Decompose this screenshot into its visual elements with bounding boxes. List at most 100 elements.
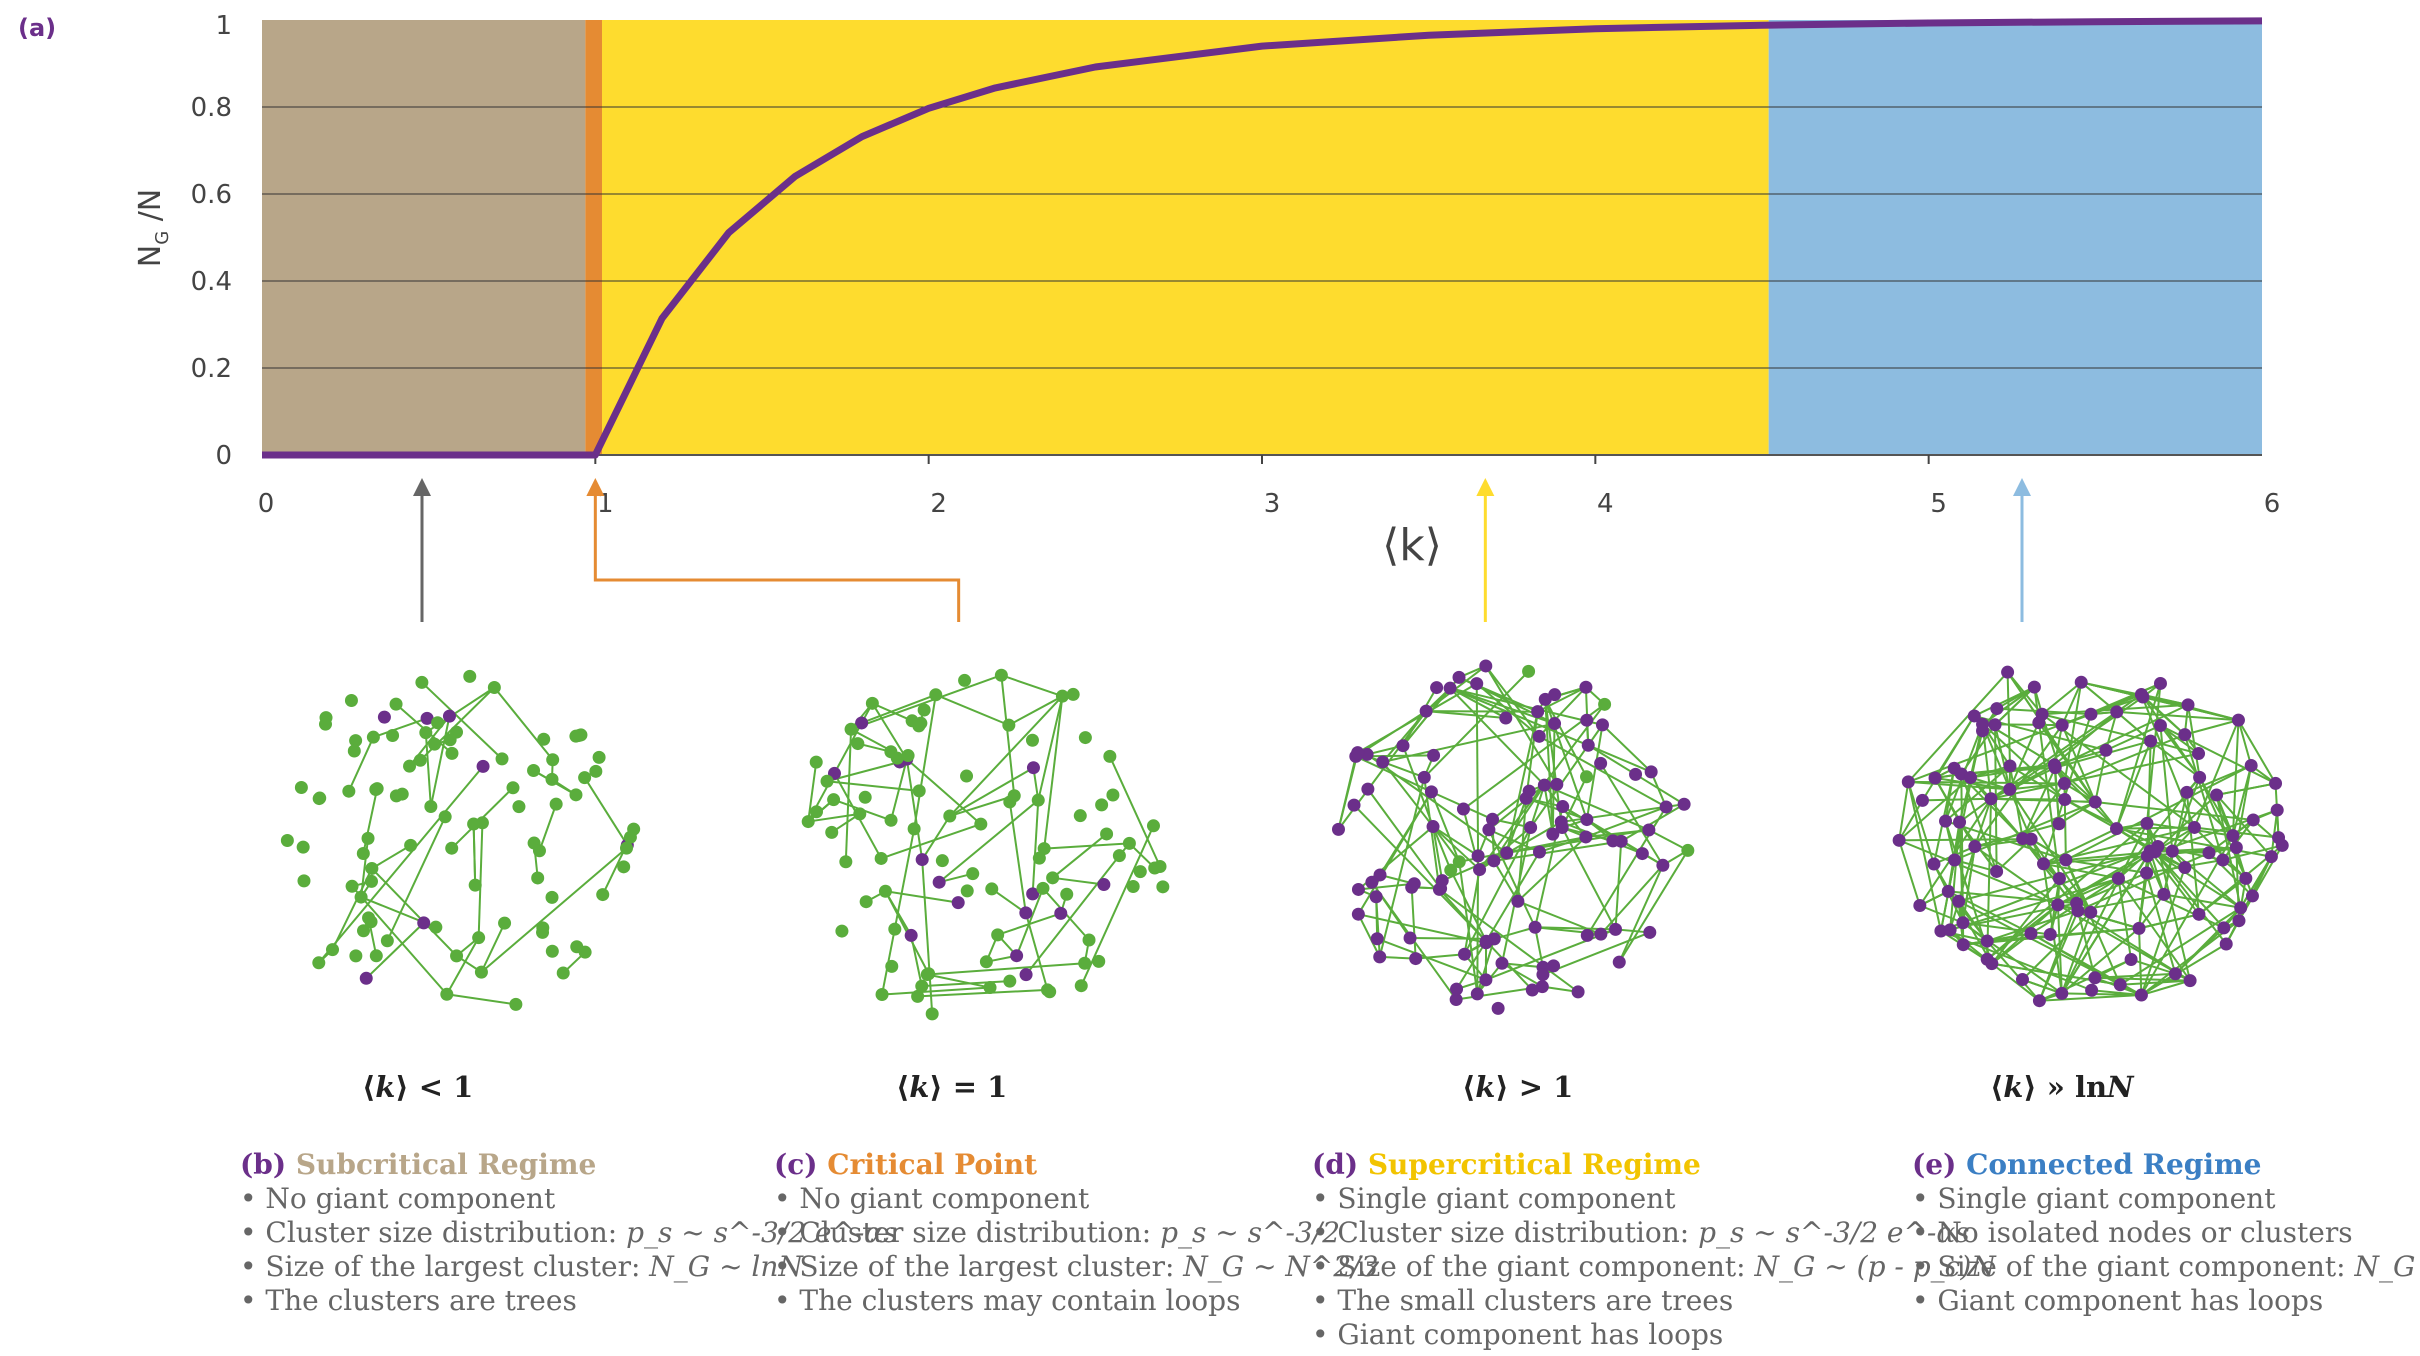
x-tick-label: 0 — [258, 489, 275, 519]
network-node — [2047, 758, 2061, 772]
network-edge — [2119, 906, 2242, 986]
network-node — [512, 800, 526, 814]
network-node — [620, 841, 634, 855]
network-node — [2232, 914, 2246, 928]
formula: N_G = N — [2354, 1250, 2420, 1283]
condition-subcritical: ⟨k⟩ < 1 — [362, 1070, 474, 1104]
network-node — [1082, 933, 1096, 947]
network-edge — [2117, 878, 2133, 960]
network-edge — [2061, 681, 2083, 726]
y-tick-label: 0.8 — [191, 93, 232, 123]
network-edge — [1402, 745, 1434, 827]
network-node — [1968, 840, 1982, 854]
network-node — [2085, 983, 2099, 997]
network-edge — [2140, 693, 2186, 736]
network-node — [569, 788, 583, 802]
network-node — [929, 688, 943, 702]
network-node — [2055, 986, 2069, 1000]
network-edge — [2041, 681, 2082, 716]
network-node — [1976, 717, 1990, 731]
network-node — [463, 669, 477, 683]
network-edge — [1052, 876, 1104, 886]
network-edge — [2022, 978, 2063, 995]
region-subcritical — [262, 20, 586, 455]
network-node — [851, 737, 865, 751]
network-edge — [2140, 943, 2227, 996]
network-node — [2157, 887, 2171, 901]
network-edge — [1358, 913, 1487, 944]
network-edge — [1922, 797, 1992, 802]
network-node — [2043, 927, 2057, 941]
network-node — [2229, 840, 2243, 854]
network-edge — [2041, 713, 2151, 743]
network-node — [1985, 957, 1999, 971]
network-edge — [2021, 767, 2057, 839]
network-edge — [913, 694, 937, 830]
network-node — [2110, 822, 2124, 836]
network-edge — [2154, 851, 2228, 945]
network-edge — [2038, 902, 2078, 1002]
network-edge — [1463, 827, 1532, 955]
network-edge — [2080, 681, 2239, 722]
region-supercritical — [602, 20, 1769, 455]
network-node — [569, 729, 583, 743]
network-node — [932, 875, 946, 889]
network-node — [2001, 665, 2015, 679]
network-node — [1956, 938, 1970, 952]
network-edge — [1108, 755, 1161, 867]
network-node — [467, 817, 481, 831]
network-edge — [446, 993, 517, 1006]
network-edge — [2054, 767, 2060, 824]
network-node — [537, 732, 551, 746]
network-node — [1642, 823, 1656, 837]
network-node — [1351, 746, 1365, 760]
network-node — [920, 968, 934, 982]
network-node — [859, 895, 873, 909]
network-edge — [2237, 719, 2277, 784]
network-node — [1579, 830, 1593, 844]
network-node — [2057, 776, 2071, 790]
network-edge — [949, 695, 1064, 817]
network-edge — [373, 717, 428, 739]
network-node — [417, 916, 431, 930]
network-node — [1443, 681, 1457, 695]
network-node — [1656, 858, 1670, 872]
network-node — [359, 971, 373, 985]
network-edge — [1543, 784, 1554, 835]
network-node — [344, 693, 358, 707]
network-node — [445, 841, 459, 855]
network-node — [438, 810, 452, 824]
network-node — [2192, 907, 2206, 921]
network-node — [1054, 906, 1068, 920]
network-edge — [906, 758, 982, 825]
network-node — [1479, 934, 1493, 948]
x-tick-label: 2 — [930, 489, 947, 519]
network-node — [1471, 849, 1485, 863]
network-edge — [885, 890, 959, 904]
network-edge — [1008, 801, 1027, 914]
x-axis-label: ⟨k⟩ — [1382, 520, 1442, 571]
network-node — [326, 943, 340, 957]
network-edge — [1505, 711, 1539, 854]
network-node — [1550, 777, 1564, 791]
network-node — [2052, 872, 2066, 886]
network-node — [578, 945, 592, 959]
network-node — [966, 867, 980, 881]
network-node — [943, 809, 957, 823]
network-node — [1594, 756, 1608, 770]
network-edge — [1529, 784, 1546, 828]
network-node — [2210, 788, 2224, 802]
network-edge — [477, 822, 484, 938]
network-edge — [2115, 740, 2152, 830]
network-node — [1980, 934, 1994, 948]
network-node — [1361, 782, 1375, 796]
network-edge — [2138, 893, 2165, 929]
network-node — [1073, 809, 1087, 823]
network-node — [839, 855, 853, 869]
regime-critical: (c) Critical Point No giant component Cl… — [774, 1148, 1378, 1318]
network-node — [820, 774, 834, 788]
network-edge — [921, 980, 1010, 988]
network-edge — [881, 986, 991, 996]
network-node — [472, 931, 486, 945]
network-node — [509, 997, 523, 1011]
